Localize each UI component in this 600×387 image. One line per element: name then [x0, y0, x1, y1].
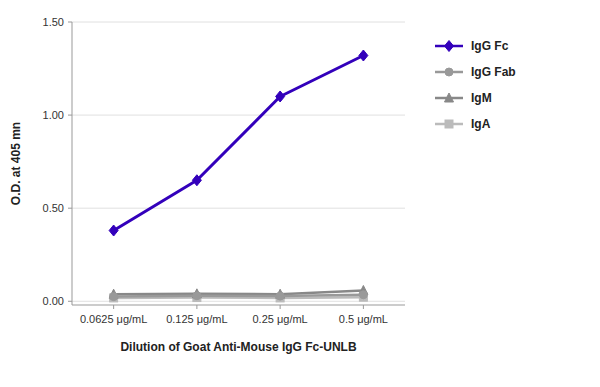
tick-mark	[68, 115, 72, 116]
tick-mark	[68, 301, 72, 302]
point	[192, 175, 201, 186]
x-axis-label: Dilution of Goat Anti-Mouse IgG Fc-UNLB	[120, 340, 357, 354]
y-axis: 0.00 0.50 1.00 1.50	[43, 16, 405, 307]
grid-line	[72, 208, 405, 209]
tick-label: 0.50	[43, 202, 64, 214]
x-axis: 0.0625 μg/mL 0.125 μg/mL 0.25 μg/mL 0.5 μg/…	[80, 305, 388, 325]
tick-label: 1.00	[43, 109, 64, 121]
tick-mark	[113, 305, 114, 309]
tick-label: 0.25 μg/mL	[252, 313, 307, 325]
legend-marker	[445, 120, 453, 128]
series	[110, 291, 368, 301]
line	[114, 56, 364, 231]
axis-line	[72, 305, 405, 306]
axis-line	[72, 22, 73, 305]
tick-label: 0.5 μg/mL	[339, 313, 388, 325]
point	[110, 293, 118, 301]
legend-label: IgM	[471, 91, 492, 105]
legend-marker	[445, 41, 454, 52]
tick-label: 1.50	[43, 16, 64, 28]
legend: IgG Fc IgG Fab IgM IgA	[435, 39, 516, 131]
line	[114, 290, 364, 294]
point	[359, 50, 368, 61]
series	[109, 50, 368, 236]
legend-marker	[445, 93, 454, 102]
legend-label: IgA	[471, 117, 491, 131]
y-axis-label: O.D. at 405 mn	[9, 122, 23, 205]
grid-line	[72, 301, 405, 302]
grid-line	[72, 22, 405, 23]
series	[109, 285, 368, 298]
point	[359, 291, 367, 299]
tick-mark	[68, 208, 72, 209]
chart: 0.000.501.001.500.0625 μg/mL0.125 μg/mL0…	[0, 0, 600, 387]
point	[276, 91, 285, 102]
tick-label: 0.00	[43, 295, 64, 307]
point	[276, 292, 284, 300]
point	[193, 292, 201, 300]
tick-mark	[280, 305, 281, 309]
line	[114, 295, 364, 297]
legend-marker	[445, 68, 453, 76]
grid-line	[72, 115, 405, 116]
tick-mark	[196, 305, 197, 309]
point	[109, 225, 118, 236]
tick-mark	[363, 305, 364, 309]
tick-label: 0.125 μg/mL	[166, 313, 227, 325]
tick-label: 0.0625 μg/mL	[80, 313, 148, 325]
plot-area	[109, 50, 368, 302]
legend-label: IgG Fc	[471, 39, 509, 53]
tick-mark	[68, 22, 72, 23]
legend-label: IgG Fab	[471, 65, 516, 79]
